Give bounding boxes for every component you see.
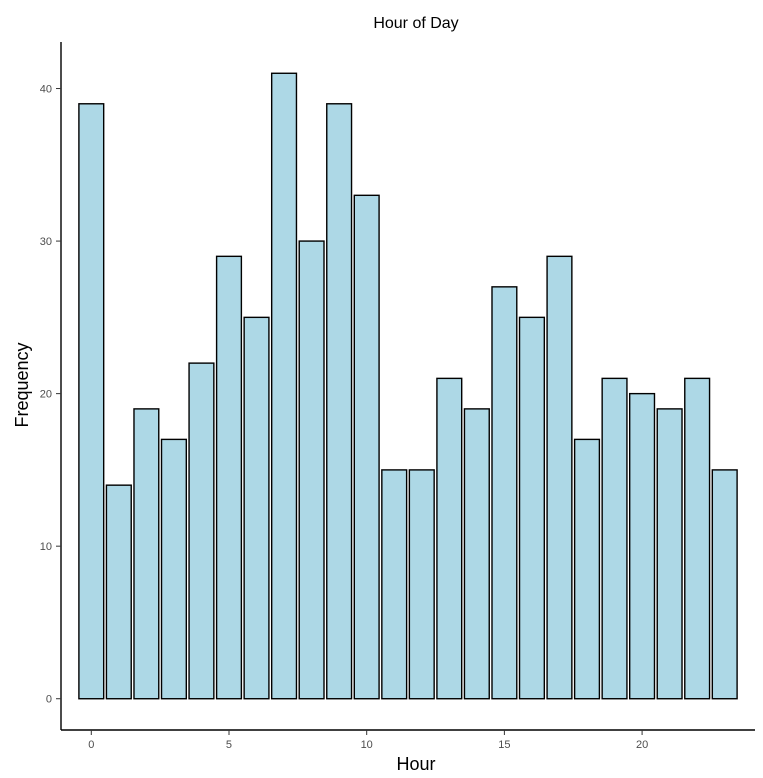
y-tick-label: 10 [40, 541, 52, 553]
bar-hour-16 [518, 316, 546, 700]
bar-hour-9 [326, 103, 353, 700]
bar-hour-8 [298, 240, 325, 700]
y-tick-label: 0 [46, 694, 52, 706]
bar-hour-13 [436, 377, 463, 700]
x-tick-label: 20 [636, 739, 648, 751]
y-tick-label: 20 [40, 389, 52, 401]
bar-hour-14 [463, 408, 490, 700]
y-tick-label: 40 [40, 84, 52, 96]
x-tick-label: 5 [226, 739, 232, 751]
x-tick-label: 15 [498, 739, 510, 751]
bar-hour-4 [188, 362, 215, 700]
bars-group [78, 72, 738, 700]
bar-hour-11 [381, 469, 408, 700]
bar-hour-22 [684, 377, 711, 700]
y-tick-label: 30 [40, 236, 52, 248]
bar-hour-3 [160, 438, 188, 700]
bar-hour-23 [711, 469, 738, 700]
bar-hour-15 [491, 286, 518, 700]
bar-hour-21 [656, 408, 683, 700]
bar-hour-2 [133, 408, 160, 700]
bar-hour-5 [215, 255, 243, 700]
x-tick-label: 0 [88, 739, 94, 751]
bar-hour-19 [601, 377, 628, 700]
bar-hour-12 [408, 469, 435, 700]
chart-title: Hour of Day [373, 15, 458, 32]
bar-hour-6 [243, 316, 270, 700]
bar-hour-10 [353, 194, 380, 700]
bar-hour-7 [270, 72, 298, 700]
bar-hour-1 [105, 484, 132, 700]
bar-hour-20 [628, 392, 656, 700]
bar-hour-18 [573, 438, 601, 700]
x-tick-label: 10 [361, 739, 373, 751]
bar-hour-17 [546, 255, 573, 700]
y-axis-ticks: 0 10 20 30 40 [40, 84, 61, 706]
x-axis-title: Hour [396, 754, 435, 774]
y-axis-title: Frequency [12, 342, 32, 427]
x-axis-ticks: 0 5 10 15 20 [88, 730, 648, 751]
bar-hour-0 [78, 103, 105, 700]
